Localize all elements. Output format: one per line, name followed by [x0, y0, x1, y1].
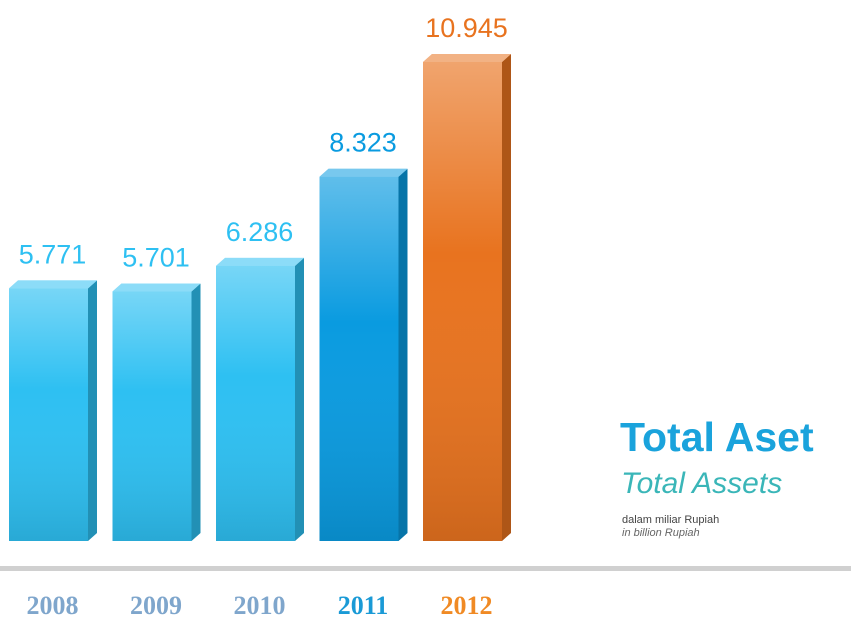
- bar-top-shade: [9, 280, 97, 289]
- bar-side: [398, 168, 408, 541]
- value-label: 8.323: [329, 128, 397, 158]
- bar-shade: [9, 288, 88, 541]
- unit-note-en: in billion Rupiah: [622, 527, 700, 539]
- bar-side: [88, 280, 97, 541]
- x-tick-label: 2009: [130, 591, 182, 620]
- value-label: 10.945: [425, 13, 508, 43]
- bar-shade: [112, 291, 192, 541]
- x-tick-label: 2012: [441, 591, 493, 620]
- bar-side-shade: [88, 280, 97, 541]
- value-label: 5.701: [122, 242, 190, 272]
- bar-side: [502, 54, 511, 541]
- bar-top-shade: [423, 54, 511, 62]
- x-tick-label: 2010: [234, 591, 286, 620]
- bar-side-shade: [502, 54, 511, 541]
- baseline-rule: [0, 566, 851, 571]
- bar-shade: [423, 62, 502, 541]
- bar-side-shade: [295, 257, 304, 541]
- bar-shade: [319, 176, 399, 541]
- bar-shade: [216, 265, 295, 541]
- bar-side-shade: [191, 283, 201, 541]
- bar-top: [9, 280, 97, 289]
- bar-top: [423, 54, 511, 62]
- unit-note: dalam miliar Rupiah: [622, 514, 719, 526]
- chart-title: Total Aset: [620, 414, 814, 460]
- bar-side: [191, 283, 201, 541]
- x-tick-label: 2011: [338, 591, 389, 620]
- bar-top-shade: [112, 283, 201, 292]
- bar-top-shade: [216, 257, 304, 266]
- x-tick-label: 2008: [27, 591, 79, 620]
- bar-side: [295, 257, 304, 541]
- bar-top-shade: [319, 168, 408, 177]
- bar-side-shade: [398, 168, 408, 541]
- bar-top: [112, 283, 201, 292]
- chart-subtitle: Total Assets: [621, 467, 782, 500]
- bar-top: [216, 257, 304, 266]
- bar-top: [319, 168, 408, 177]
- value-label: 6.286: [226, 217, 294, 247]
- value-label: 5.771: [19, 239, 87, 269]
